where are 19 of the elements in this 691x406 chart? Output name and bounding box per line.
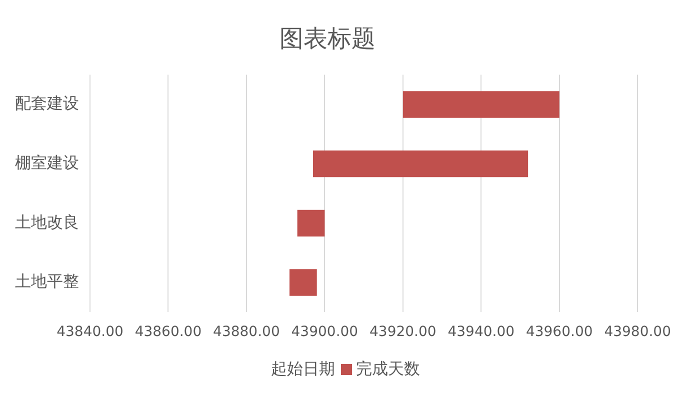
x-tick-label: 43960.00 xyxy=(526,324,593,340)
bar xyxy=(289,269,317,296)
x-tick-label: 43880.00 xyxy=(213,324,280,340)
bar xyxy=(312,150,528,178)
legend-title: 起始日期 xyxy=(271,359,335,380)
y-tick-label: 土地改良 xyxy=(15,212,79,232)
chart-title: 图表标题 xyxy=(280,24,376,53)
bar xyxy=(297,210,325,237)
x-tick-label: 43940.00 xyxy=(448,324,515,340)
x-tick-label: 43900.00 xyxy=(291,324,358,340)
x-tick-label: 43840.00 xyxy=(56,324,124,340)
x-tick-label: 43920.00 xyxy=(370,324,436,340)
legend-label: 完成天数 xyxy=(356,359,420,380)
x-tick-label: 43980.00 xyxy=(604,324,672,340)
y-tick-label: 棚室建设 xyxy=(15,152,79,172)
y-tick-label: 配套建设 xyxy=(15,94,79,113)
x-tick-label: 43860.00 xyxy=(134,324,202,340)
y-tick-label: 土地平整 xyxy=(15,272,79,291)
bar xyxy=(402,91,560,118)
